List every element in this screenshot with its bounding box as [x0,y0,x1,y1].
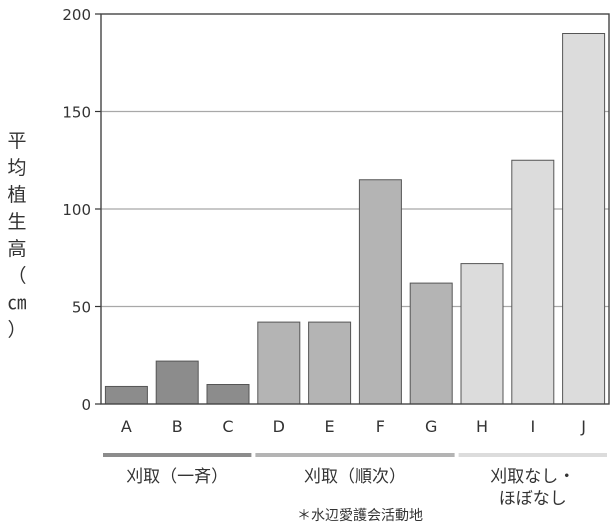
y-axis-label-char: 高 [7,238,27,260]
y-axis-label-char: ） [7,319,27,341]
x-tick-label: E [325,417,335,436]
y-tick-label: 100 [62,201,91,219]
footnote: ＊水辺愛護会活動地 [297,508,423,524]
bar-b [155,360,199,405]
y-tick-label: 50 [72,299,91,317]
y-axis-label-char: ㎝ [7,292,27,314]
bar-d [257,321,301,405]
group-label: 刈取（一斉） [126,467,229,487]
bar-j [562,33,606,405]
x-tick-label: J [580,417,586,436]
bar-i [511,159,555,405]
group-label: 刈取なし・ ほぼなし [490,467,576,509]
y-tick-label: 0 [81,396,91,414]
bar-h [460,263,504,405]
bar-c [206,384,250,405]
bar-e [308,321,352,405]
bar-a [104,385,148,405]
x-tick-label: A [121,417,132,436]
y-tick-label: 200 [62,6,91,24]
x-tick-label: C [222,417,233,436]
y-axis-label-char: 生 [7,211,27,233]
x-tick-label: F [376,417,385,436]
y-axis-label-char: （ [7,265,27,287]
y-axis-label-char: 植 [7,184,27,206]
bar-g [409,282,453,405]
x-tick-label: G [425,417,437,436]
bar-f [358,179,402,405]
y-axis-label-char: 平 [7,130,27,152]
x-tick-label: I [530,417,535,436]
y-tick-label: 150 [62,104,91,122]
y-axis-label-char: 均 [7,157,27,179]
x-tick-label: H [476,417,488,436]
x-tick-label: D [273,417,285,436]
x-tick-label: B [172,417,183,436]
y-axis-label: 平均植生高 （ ㎝ ） [0,128,34,344]
plot-frame [100,13,610,405]
group-label: 刈取（順次） [303,467,406,487]
